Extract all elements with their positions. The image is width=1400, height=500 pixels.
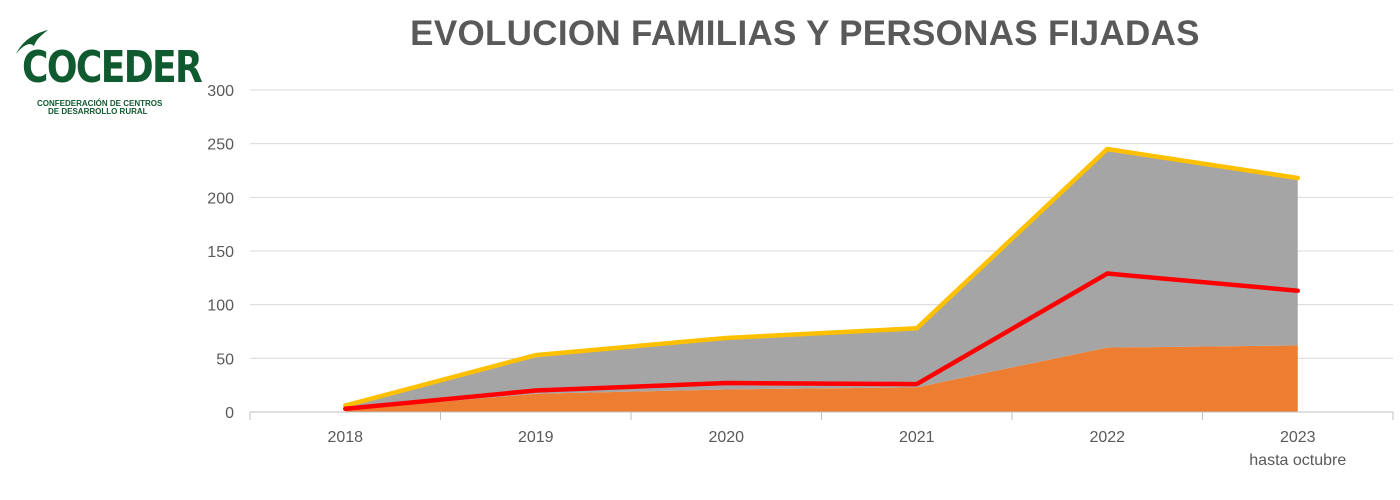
x-tick-label: 2022 [1089, 429, 1125, 446]
x-tick-sublabel: hasta octubre [1249, 452, 1346, 469]
area-series-1 [345, 151, 1298, 410]
y-tick-label: 150 [207, 244, 234, 261]
line-series [343, 146, 1300, 412]
logo-subtitle-line2: DE DESARROLLO RURAL [48, 107, 148, 116]
x-tick-label: 2019 [518, 429, 554, 446]
axes: 0 50 100 150 200 250 300 2018 2019 2020 2021 2022 20… [207, 83, 1394, 469]
y-tick-label: 250 [207, 137, 234, 154]
logo-subtitle-line1: CONFEDERACIÓN DE CENTROS [37, 99, 163, 108]
x-tick-label: 2023 [1280, 429, 1316, 446]
line-series-1 [343, 271, 1300, 412]
x-tick-label: 2021 [899, 429, 935, 446]
line-series-0 [343, 146, 1300, 408]
y-tick-label: 50 [216, 351, 234, 368]
logo-wordmark: COCEDER [22, 42, 203, 93]
y-tick-label: 100 [207, 298, 234, 315]
y-tick-label: 0 [225, 405, 234, 422]
area-series-0 [345, 345, 1298, 412]
chart-title: EVOLUCION FAMILIAS Y PERSONAS FIJADAS [410, 14, 1200, 53]
y-tick-label: 200 [207, 190, 234, 207]
bird-logo-icon [16, 30, 48, 54]
y-tick-label: 300 [207, 83, 234, 100]
x-tick-label: 2018 [327, 429, 363, 446]
x-tick-label: 2020 [708, 429, 744, 446]
area-series [345, 151, 1298, 412]
